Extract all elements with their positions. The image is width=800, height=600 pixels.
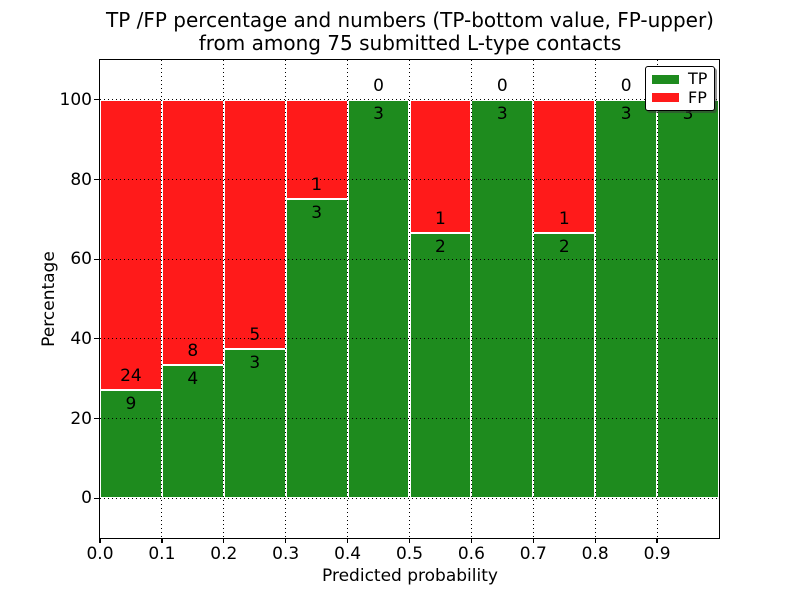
tp-count-label: 2: [435, 236, 446, 257]
x-tick-mark: [285, 538, 287, 543]
v-gridline: [594, 60, 596, 538]
bar-tp-segment: [471, 99, 534, 499]
y-tick-label: 80: [70, 169, 92, 190]
x-tick-mark: [656, 538, 658, 543]
x-tick-label: 0.7: [519, 544, 547, 564]
x-tick-mark: [532, 538, 534, 543]
fp-count-label: 0: [620, 75, 632, 96]
legend-entry-tp: TP: [652, 71, 708, 87]
fp-count-label: 1: [558, 208, 570, 229]
fp-count-label: 5: [249, 324, 261, 345]
chart-title-line1: TP /FP percentage and numbers (TP-bottom…: [106, 8, 714, 32]
x-tick-mark: [470, 538, 473, 543]
bar-fp-segment: [223, 99, 286, 349]
x-tick-label: 0.1: [148, 544, 176, 564]
v-gridline: [223, 60, 225, 538]
y-tick-mark: [94, 338, 99, 340]
bar-tp-segment: [533, 232, 596, 499]
bar-fp-segment: [285, 99, 348, 200]
tp-count-label: 3: [249, 352, 261, 373]
fp-count-label: 24: [120, 365, 142, 386]
y-tick-label: 60: [70, 249, 92, 270]
v-gridline: [285, 60, 287, 538]
y-tick-mark: [94, 178, 99, 181]
tp-count-label: 2: [558, 236, 570, 257]
bar-tp-segment: [285, 199, 348, 499]
fp-swatch-icon: [652, 93, 679, 103]
v-gridline: [470, 60, 472, 538]
v-gridline: [161, 60, 163, 538]
bar-tp-segment: [409, 232, 472, 499]
fp-count-label: 0: [496, 75, 508, 96]
v-gridline: [532, 60, 534, 538]
x-tick-mark: [408, 538, 411, 543]
y-tick-mark: [94, 417, 99, 420]
y-tick-label: 20: [70, 408, 92, 429]
x-tick-mark: [223, 538, 225, 543]
y-tick-mark: [94, 258, 99, 260]
x-tick-label: 0.4: [334, 544, 362, 564]
y-axis-label: Percentage: [39, 251, 59, 347]
x-tick-label: 0.9: [643, 544, 671, 564]
tp-count-label: 3: [496, 103, 508, 124]
legend-label-fp: FP: [688, 87, 707, 107]
tp-count-label: 9: [125, 393, 137, 414]
bar-tp-segment: [223, 348, 286, 499]
fp-count-label: 0: [373, 75, 384, 96]
y-tick-label: 0: [81, 488, 92, 509]
tp-swatch-icon: [652, 74, 679, 84]
bar-tp-segment: [347, 99, 410, 499]
x-tick-label: 0.8: [581, 544, 609, 564]
bar-tp-segment: [595, 99, 658, 499]
fp-count-label: 8: [187, 341, 199, 362]
y-tick-label: 100: [59, 89, 92, 110]
y-tick-mark: [94, 99, 99, 101]
y-tick-label: 40: [70, 328, 92, 349]
tp-count-label: 3: [373, 103, 384, 124]
tp-count-label: 4: [187, 369, 199, 390]
bar-fp-segment: [533, 99, 596, 233]
x-tick-mark: [99, 538, 101, 543]
x-axis-label: Predicted probability: [322, 566, 498, 586]
tp-count-label: 3: [620, 103, 632, 124]
legend-entry-fp: FP: [652, 87, 708, 107]
legend-label-tp: TP: [688, 69, 708, 89]
x-tick-label: 0.0: [86, 544, 114, 564]
bar-tp-segment: [100, 389, 162, 499]
chart-title: TP /FP percentage and numbers (TP-bottom…: [60, 9, 760, 55]
fp-count-label: 1: [311, 175, 323, 196]
bar-fp-segment: [100, 99, 162, 390]
fp-count-label: 1: [435, 208, 446, 229]
tp-count-label: 3: [682, 103, 694, 124]
x-tick-mark: [594, 538, 596, 543]
bar-fp-segment: [161, 99, 224, 366]
x-tick-label: 0.3: [272, 544, 300, 564]
x-tick-label: 0.2: [210, 544, 238, 564]
v-gridline: [656, 60, 658, 538]
bar-fp-segment: [409, 99, 472, 233]
x-tick-mark: [161, 538, 163, 543]
x-tick-label: 0.6: [457, 544, 485, 564]
legend: TP FP: [645, 66, 715, 111]
v-gridline: [347, 60, 349, 538]
x-tick-mark: [346, 538, 349, 543]
x-tick-label: 0.5: [395, 544, 424, 564]
bar-tp-segment: [657, 99, 719, 499]
chart-title-line2: from among 75 submitted L-type contacts: [198, 31, 622, 55]
bar-tp-segment: [161, 365, 224, 499]
tp-count-label: 3: [311, 203, 323, 224]
v-gridline: [409, 60, 410, 538]
y-tick-mark: [94, 497, 99, 499]
